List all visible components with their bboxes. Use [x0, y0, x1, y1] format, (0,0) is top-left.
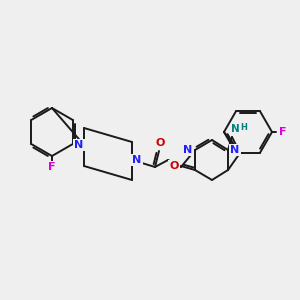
Text: F: F [279, 127, 287, 137]
Text: N: N [132, 155, 142, 165]
Text: N: N [74, 140, 84, 150]
Text: O: O [169, 161, 179, 171]
Text: N: N [231, 124, 239, 134]
Text: N: N [183, 145, 193, 155]
Text: F: F [48, 162, 56, 172]
Text: N: N [230, 145, 240, 155]
Text: O: O [155, 138, 165, 148]
Text: H: H [240, 124, 247, 133]
